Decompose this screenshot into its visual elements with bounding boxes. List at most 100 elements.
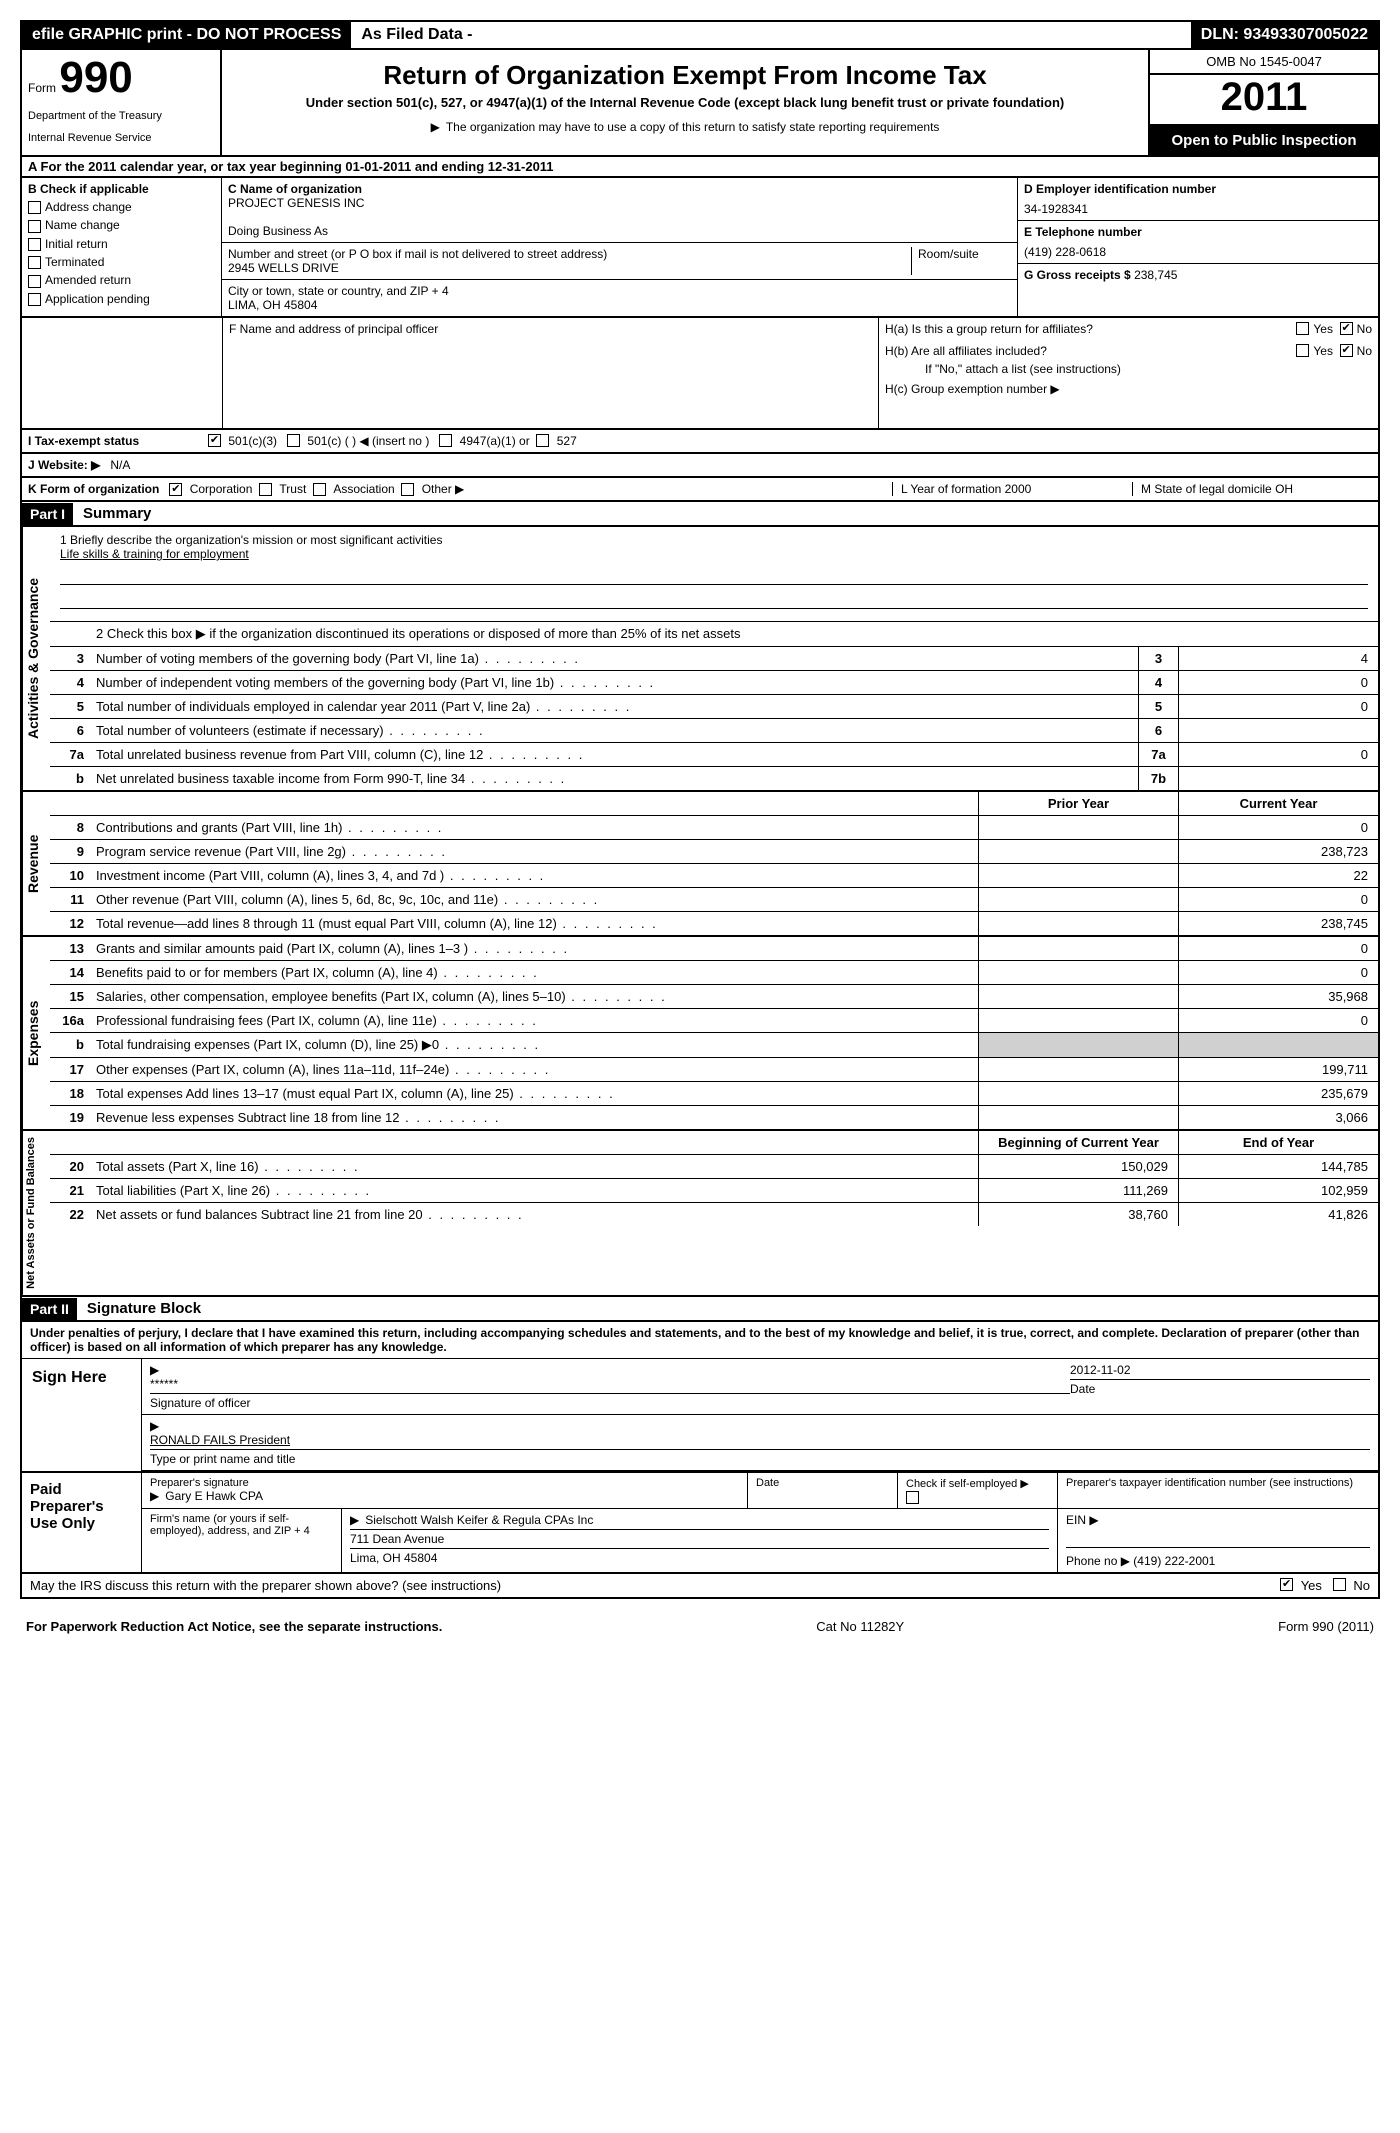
row-i-lbl: I Tax-exempt status [28, 434, 208, 448]
table-row: 7aTotal unrelated business revenue from … [50, 743, 1378, 767]
end-year-hdr: End of Year [1178, 1131, 1378, 1154]
part1-title: Summary [73, 502, 161, 525]
footer-mid: Cat No 11282Y [816, 1619, 904, 1634]
table-row: 15Salaries, other compensation, employee… [50, 985, 1378, 1009]
ein-lbl2: EIN ▶ [1066, 1513, 1370, 1548]
netassets-section: Net Assets or Fund Balances Beginning of… [20, 1131, 1380, 1297]
ha-lbl: H(a) Is this a group return for affiliat… [885, 322, 1296, 336]
table-row: 22Net assets or fund balances Subtract l… [50, 1203, 1378, 1226]
cb-trust[interactable] [259, 483, 272, 496]
cb-discuss-yes[interactable] [1280, 1578, 1293, 1591]
phone-lbl2: Phone no ▶ [1066, 1554, 1130, 1568]
vert-net: Net Assets or Fund Balances [22, 1131, 50, 1295]
firm-name: Sielschott Walsh Keifer & Regula CPAs In… [350, 1513, 1049, 1530]
table-row: 5Total number of individuals employed in… [50, 695, 1378, 719]
prep-phone: (419) 222-2001 [1133, 1554, 1215, 1568]
prep-date-lbl: Date [756, 1477, 889, 1489]
cb-address[interactable] [28, 201, 41, 214]
table-row: 6Total number of volunteers (estimate if… [50, 719, 1378, 743]
firm-city: Lima, OH 45804 [350, 1551, 1049, 1565]
officer-name-lbl: Type or print name and title [150, 1452, 1370, 1466]
expenses-section: Expenses 13Grants and similar amounts pa… [20, 937, 1380, 1131]
top-bar: efile GRAPHIC print - DO NOT PROCESS As … [20, 20, 1380, 50]
sign-here: Sign Here [22, 1359, 142, 1471]
section-a: A For the 2011 calendar year, or tax yea… [20, 157, 1380, 178]
hb-note: If "No," attach a list (see instructions… [885, 362, 1372, 376]
part2-header: Part II Signature Block [20, 1297, 1380, 1322]
footer-left: For Paperwork Reduction Act Notice, see … [26, 1619, 442, 1634]
addr-lbl: Number and street (or P O box if mail is… [228, 247, 911, 261]
officer-lbl: F Name and address of principal officer [222, 318, 878, 428]
officer-name: RONALD FAILS President [150, 1433, 1370, 1450]
vert-governance: Activities & Governance [22, 527, 50, 790]
dept-treasury: Department of the Treasury [28, 110, 214, 122]
cb-other[interactable] [401, 483, 414, 496]
cb-527[interactable] [536, 434, 549, 447]
website-val: N/A [110, 458, 130, 472]
form-number: 990 [59, 53, 132, 102]
table-row: 10Investment income (Part VIII, column (… [50, 864, 1378, 888]
curr-year-hdr: Current Year [1178, 792, 1378, 815]
irs-question: May the IRS discuss this return with the… [30, 1578, 501, 1593]
hc-lbl: H(c) Group exemption number ▶ [885, 382, 1372, 396]
mission-text: Life skills & training for employment [60, 547, 1368, 561]
dln: DLN: 93493307005022 [1191, 22, 1378, 48]
gross-val: 238,745 [1134, 268, 1177, 282]
col-b-label: B Check if applicable [28, 182, 215, 196]
table-row: 12Total revenue—add lines 8 through 11 (… [50, 912, 1378, 935]
cb-501c3[interactable] [208, 434, 221, 447]
efile-notice: efile GRAPHIC print - DO NOT PROCESS [22, 22, 351, 48]
row-j: J Website: ▶ N/A [20, 454, 1380, 478]
prep-self-lbl: Check if self-employed ▶ [906, 1477, 1049, 1490]
signature-block: Under penalties of perjury, I declare th… [20, 1322, 1380, 1473]
cb-ha-yes[interactable] [1296, 322, 1309, 335]
cb-ha-no[interactable] [1340, 322, 1353, 335]
prior-year-hdr: Prior Year [978, 792, 1178, 815]
cb-hb-yes[interactable] [1296, 344, 1309, 357]
ein-val: 34-1928341 [1024, 202, 1372, 216]
table-row: 16aProfessional fundraising fees (Part I… [50, 1009, 1378, 1033]
page-footer: For Paperwork Reduction Act Notice, see … [20, 1599, 1380, 1640]
gross-lbl: G Gross receipts $ [1024, 268, 1131, 282]
officer-sig-lbl: Signature of officer [150, 1396, 1070, 1410]
cb-assoc[interactable] [313, 483, 326, 496]
ein-lbl: D Employer identification number [1024, 182, 1372, 196]
year-formation: L Year of formation 2000 [892, 482, 1132, 496]
table-row: 13Grants and similar amounts paid (Part … [50, 937, 1378, 961]
row-k-lbl: K Form of organization [28, 482, 159, 496]
governance-section: Activities & Governance 1 Briefly descri… [20, 527, 1380, 792]
sig-date: 2012-11-02 [1070, 1363, 1370, 1380]
table-row: 18Total expenses Add lines 13–17 (must e… [50, 1082, 1378, 1106]
irs-discuss: May the IRS discuss this return with the… [20, 1574, 1380, 1599]
phone-val: (419) 228-0618 [1024, 245, 1372, 259]
org-city: LIMA, OH 45804 [228, 298, 1011, 312]
prep-title: Paid Preparer's Use Only [22, 1473, 142, 1572]
prep-sig-lbl: Preparer's signature [150, 1477, 739, 1489]
cb-initial[interactable] [28, 238, 41, 251]
row-k: K Form of organization Corporation Trust… [20, 478, 1380, 502]
cb-501c[interactable] [287, 434, 300, 447]
part2-badge: Part II [22, 1298, 77, 1320]
firm-addr: 711 Dean Avenue [350, 1532, 1049, 1549]
preparer-block: Paid Preparer's Use Only Preparer's sign… [20, 1473, 1380, 1574]
cb-corp[interactable] [169, 483, 182, 496]
open-inspection: Open to Public Inspection [1150, 126, 1378, 155]
cb-amended[interactable] [28, 275, 41, 288]
table-row: 11Other revenue (Part VIII, column (A), … [50, 888, 1378, 912]
cb-self-emp[interactable] [906, 1491, 919, 1504]
cb-4947[interactable] [439, 434, 452, 447]
form-note: The organization may have to use a copy … [242, 120, 1128, 134]
discontinue-line: 2 Check this box ▶ if the organization d… [50, 622, 1378, 646]
cb-terminated[interactable] [28, 256, 41, 269]
cb-pending[interactable] [28, 293, 41, 306]
table-row: 3Number of voting members of the governi… [50, 647, 1378, 671]
row-i: I Tax-exempt status 501(c)(3) 501(c) ( )… [20, 430, 1380, 454]
form-title: Return of Organization Exempt From Incom… [242, 60, 1128, 91]
form-header: Form 990 Department of the Treasury Inte… [20, 50, 1380, 157]
checkboxes-b: B Check if applicable Address change Nam… [22, 178, 222, 316]
cb-hb-no[interactable] [1340, 344, 1353, 357]
table-row: 4Number of independent voting members of… [50, 671, 1378, 695]
cb-discuss-no[interactable] [1333, 1578, 1346, 1591]
cb-name[interactable] [28, 220, 41, 233]
part2-title: Signature Block [77, 1297, 211, 1320]
